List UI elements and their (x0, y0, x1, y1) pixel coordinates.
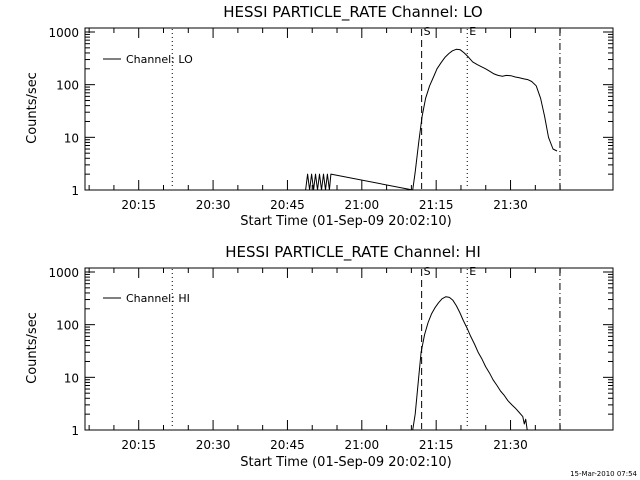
marker-label: E (469, 25, 476, 38)
x-tick-label: 20:15 (121, 438, 156, 452)
x-tick-label: 20:30 (196, 198, 231, 212)
y-ticks: 1 10 100 1000 (48, 26, 613, 198)
x-ticks: 20:15 20:30 20:45 21:00 21:15 21:30 (88, 268, 561, 452)
series-lines (412, 296, 528, 431)
legend: Channel: LO (103, 53, 193, 66)
plot-frame (84, 27, 614, 191)
y-tick-label: 100 (56, 79, 79, 93)
series-line-0 (412, 296, 528, 431)
x-tick-label: 21:15 (419, 198, 454, 212)
x-tick-label: 20:15 (121, 198, 156, 212)
x-tick-label: 20:45 (270, 198, 305, 212)
marker-label: E (469, 265, 476, 278)
chart-title: HESSI PARTICLE_RATE Channel: LO (223, 3, 482, 22)
x-tick-label: 20:45 (270, 438, 305, 452)
chart-title: HESSI PARTICLE_RATE Channel: HI (225, 243, 481, 262)
y-tick-label: 10 (64, 371, 79, 385)
y-tick-label: 1 (71, 424, 79, 438)
x-tick-label: 21:30 (493, 438, 528, 452)
marker-label: S (424, 265, 431, 278)
hi-channel-panel: HESSI PARTICLE_RATE Channel: HI Counts/s… (25, 243, 614, 470)
lo-channel-panel: HESSI PARTICLE_RATE Channel: LO Counts/s… (25, 3, 614, 229)
timestamp: 15-Mar-2010 07:54 (570, 470, 637, 478)
y-ticks: 1 10 100 1000 (48, 266, 613, 438)
legend-entry: Channel: HI (126, 292, 190, 305)
x-tick-label: 21:30 (493, 198, 528, 212)
x-tick-label: 21:15 (419, 438, 454, 452)
y-tick-label: 10 (64, 131, 79, 145)
legend-entry: Channel: LO (126, 53, 193, 66)
y-tick-label: 100 (56, 319, 79, 333)
y-axis-label: Counts/sec (25, 72, 40, 144)
marker-label: S (424, 25, 431, 38)
series-line-0 (305, 48, 558, 191)
y-axis-label: Counts/sec (25, 312, 40, 384)
y-tick-label: 1000 (48, 266, 79, 280)
series-lines (305, 48, 558, 191)
y-tick-label: 1000 (48, 26, 79, 40)
x-tick-label: 20:30 (196, 438, 231, 452)
y-tick-label: 1 (71, 184, 79, 198)
plot-frame (84, 267, 614, 431)
x-axis-label: Start Time (01-Sep-09 20:02:10) (240, 214, 451, 229)
x-axis-label: Start Time (01-Sep-09 20:02:10) (240, 455, 451, 470)
x-tick-label: 21:00 (345, 198, 380, 212)
legend: Channel: HI (103, 292, 190, 305)
x-tick-label: 21:00 (345, 438, 380, 452)
x-ticks: 20:15 20:30 20:45 21:00 21:15 21:30 (88, 28, 561, 212)
